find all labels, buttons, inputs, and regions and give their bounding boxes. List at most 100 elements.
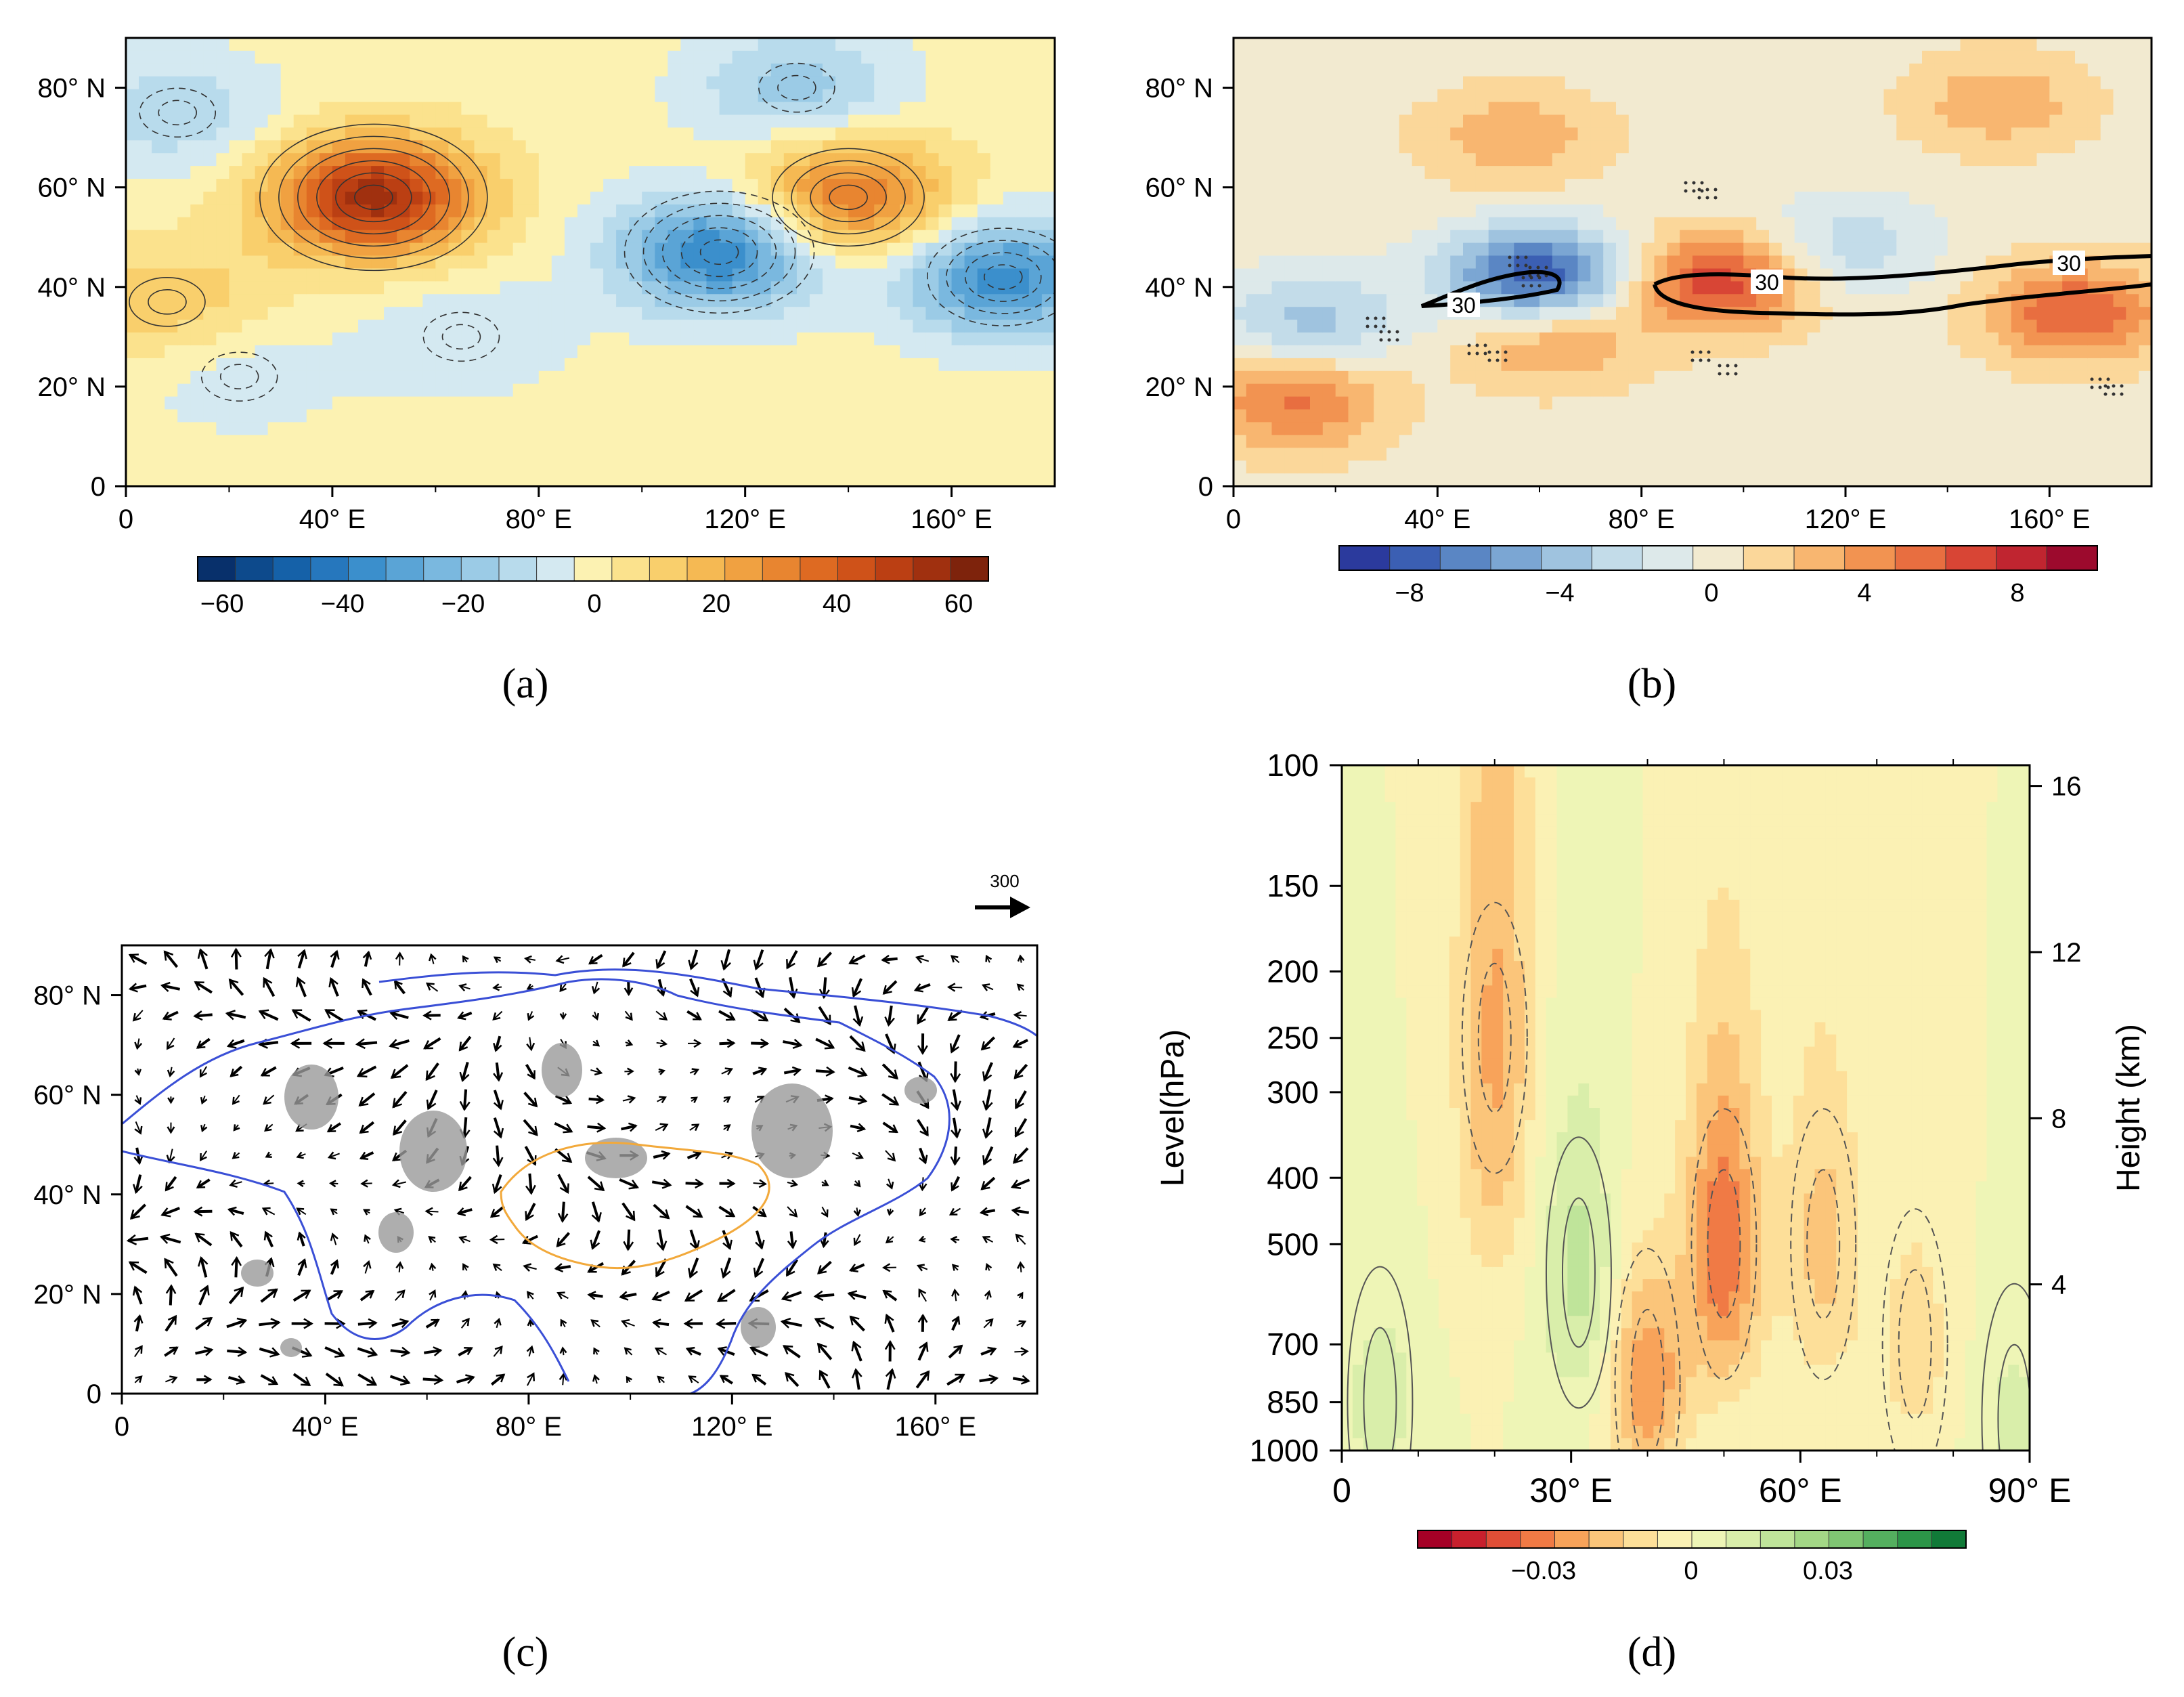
heatmap-cell	[1322, 127, 1336, 142]
heatmap-cell	[809, 63, 823, 77]
heatmap-cell	[964, 140, 978, 154]
heatmap-cell	[525, 268, 540, 282]
heatmap-cell	[1246, 50, 1260, 64]
heatmap-cell	[1616, 102, 1630, 116]
heatmap-cell	[758, 345, 772, 359]
heatmap-cell	[319, 448, 333, 461]
heatmap-cell	[538, 102, 552, 116]
heatmap-cell	[629, 320, 643, 333]
heatmap-cell	[2049, 460, 2063, 474]
heatmap-cell	[938, 332, 953, 346]
heatmap-cell	[1399, 217, 1413, 231]
heatmap-cell	[1565, 422, 1579, 436]
heatmap-cell	[1271, 307, 1286, 320]
heatmap-cell	[1960, 217, 1974, 231]
heatmap-cell	[1437, 192, 1451, 205]
heatmap-cell	[848, 281, 862, 295]
heatmap-cell	[1654, 358, 1668, 372]
heatmap-cell	[1794, 460, 1808, 474]
heatmap-cell	[1539, 153, 1553, 167]
heatmap-cell	[1641, 332, 1655, 346]
heatmap-cell	[371, 294, 385, 307]
heatmap-cell	[242, 332, 256, 346]
heatmap-cell	[525, 127, 540, 142]
heatmap-cell	[512, 345, 527, 359]
heatmap-cell	[2062, 102, 2076, 116]
heatmap-cell	[371, 281, 385, 295]
heatmap-cell	[1730, 50, 1745, 64]
heatmap-cell	[887, 63, 901, 77]
heatmap-cell	[1616, 127, 1630, 142]
heatmap-cell	[1781, 179, 1795, 192]
heatmap-cell	[1730, 383, 1745, 398]
heatmap-cell	[848, 268, 862, 282]
heatmap-cell	[1259, 473, 1273, 486]
heatmap-cell	[1934, 230, 1948, 244]
heatmap-cell	[1003, 50, 1017, 64]
heatmap-cell	[1680, 153, 1693, 167]
heatmap-cell	[874, 307, 888, 320]
heatmap-cell	[525, 358, 540, 372]
heatmap-cell	[616, 294, 630, 307]
heatmap-cell	[668, 422, 682, 436]
heatmap-cell	[1335, 192, 1349, 205]
heatmap-cell	[1986, 268, 1999, 282]
heatmap-cell	[1437, 217, 1451, 231]
heatmap-cell	[1297, 345, 1311, 359]
heatmap-cell	[861, 50, 875, 64]
heatmap-cell	[229, 294, 243, 307]
heatmap-cell	[887, 307, 901, 320]
heatmap-cell	[990, 396, 1004, 410]
heatmap-cell	[126, 383, 139, 398]
heatmap-cell	[1399, 268, 1413, 282]
heatmap-cell	[1271, 127, 1286, 142]
panel-a-colorbar: −60 −40 −20 0 20 40 60	[197, 556, 990, 618]
heatmap-cell	[835, 307, 849, 320]
heatmap-cell	[203, 460, 217, 474]
heatmap-cell	[603, 50, 617, 64]
heatmap-cell	[1463, 422, 1477, 436]
heatmap-cell	[1743, 166, 1757, 179]
heatmap-cell	[1463, 153, 1477, 167]
heatmap-cell	[1424, 127, 1439, 142]
heatmap-cell	[1015, 38, 1030, 51]
heatmap-cell	[2036, 127, 2051, 142]
heatmap-cell	[267, 140, 282, 154]
heatmap-cell	[267, 204, 282, 218]
heatmap-cell	[823, 448, 836, 461]
heatmap-cell	[255, 435, 269, 448]
heatmap-cell	[1028, 127, 1043, 142]
heatmap-cell	[1986, 422, 1999, 436]
heatmap-cell	[1565, 332, 1579, 346]
heatmap-cell	[861, 166, 875, 179]
heatmap-cell	[564, 38, 578, 51]
heatmap-cell	[165, 422, 179, 436]
heatmap-cell	[512, 435, 527, 448]
heatmap-cell	[809, 370, 823, 385]
heatmap-cell	[2011, 192, 2025, 205]
heatmap-cell	[1463, 448, 1477, 461]
heatmap-cell	[1680, 435, 1693, 448]
heatmap-cell	[229, 192, 243, 205]
heatmap-cell	[1960, 50, 1974, 64]
heatmap-cell	[255, 332, 269, 346]
heatmap-cell	[719, 320, 733, 333]
heatmap-cell	[1539, 473, 1553, 486]
heatmap-cell	[371, 332, 385, 346]
heatmap-cell	[1667, 140, 1680, 154]
heatmap-cell	[577, 358, 591, 372]
heatmap-cell	[1756, 140, 1770, 154]
heatmap-cell	[1858, 358, 1872, 372]
heatmap-cell	[1322, 320, 1336, 333]
heatmap-cell	[1310, 460, 1324, 474]
heatmap-cell	[1807, 63, 1821, 77]
heatmap-cell	[693, 153, 707, 167]
heatmap-cell	[1858, 370, 1872, 385]
heatmap-cell	[1807, 383, 1821, 398]
heatmap-cell	[165, 217, 179, 231]
heatmap-cell	[577, 50, 591, 64]
heatmap-cell	[358, 192, 372, 205]
heatmap-cell	[577, 320, 591, 333]
heatmap-cell	[783, 63, 798, 77]
heatmap-cell	[680, 396, 695, 410]
